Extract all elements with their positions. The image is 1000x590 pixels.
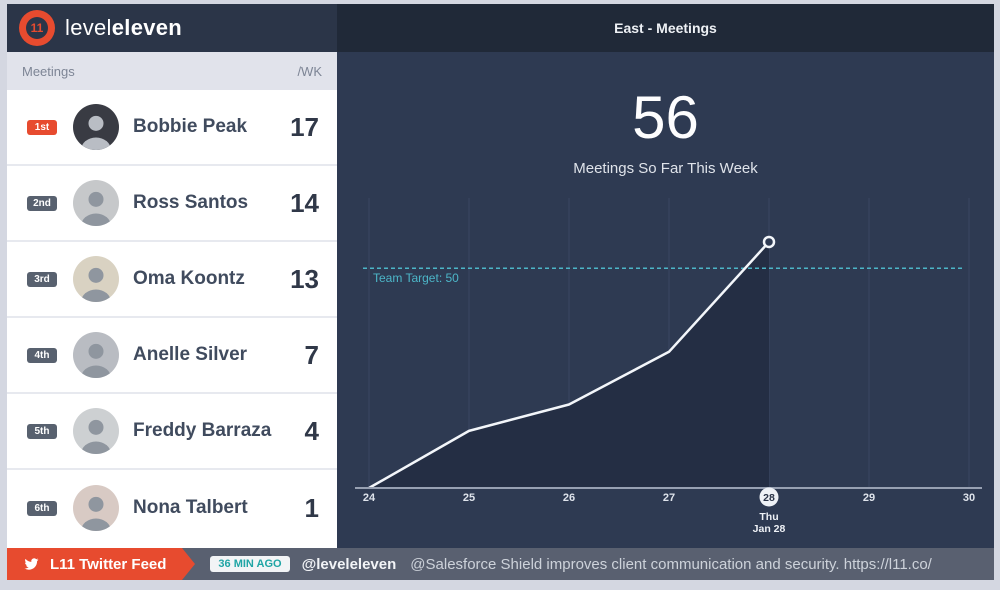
logo-badge: 11 <box>26 17 48 39</box>
big-metric-caption: Meetings So Far This Week <box>573 160 758 177</box>
team-target-label: Team Target: 50 <box>373 271 459 285</box>
tweet-time-badge: 36 MIN AGO <box>210 556 290 572</box>
leaderboard-row: 3rd Oma Koontz 13 <box>7 242 337 318</box>
big-metric-value: 56 <box>632 84 699 151</box>
chart-panel: East - Meetings 56 Meetings So Far This … <box>337 4 994 548</box>
avatar <box>73 180 119 226</box>
twitter-feed-tag: L11 Twitter Feed <box>7 548 196 580</box>
player-score: 4 <box>304 415 319 446</box>
rank-badge: 3rd <box>27 271 57 287</box>
leaderboard-row: 4th Anelle Silver 7 <box>7 318 337 394</box>
brand-word-bold: eleven <box>111 15 183 40</box>
metric-label: Meetings <box>22 63 75 79</box>
rank-badge: 1st <box>27 119 57 135</box>
avatar <box>73 332 119 378</box>
leaderboard-row: 6th Nona Talbert 1 <box>7 470 337 546</box>
player-name: Nona Talbert <box>133 497 248 518</box>
leaderboard-row: 1st Bobbie Peak 17 <box>7 90 337 166</box>
tweet-text: @Salesforce Shield improves client commu… <box>410 555 932 573</box>
chart-area-fill <box>369 241 769 488</box>
twitter-ticker: L11 Twitter Feed 36 MIN AGO @leveleleven… <box>7 548 994 580</box>
avatar <box>73 256 119 302</box>
dashboard: 11 leveleleven Meetings /WK 1st Bobbie P… <box>7 4 994 580</box>
brand-header: 11 leveleleven <box>7 4 337 52</box>
svg-text:24: 24 <box>363 492 376 504</box>
player-score: 17 <box>290 111 319 142</box>
player-name: Oma Koontz <box>133 268 245 289</box>
leaderboard-sidebar: 11 leveleleven Meetings /WK 1st Bobbie P… <box>7 4 337 548</box>
leaderboard-row: 5th Freddy Barraza 4 <box>7 394 337 470</box>
chart-series-line <box>368 235 776 490</box>
svg-text:26: 26 <box>563 492 575 504</box>
player-name: Ross Santos <box>133 192 249 213</box>
leaderboard-metric-bar: Meetings /WK <box>7 52 337 90</box>
svg-text:27: 27 <box>663 492 675 504</box>
brand-word-light: level <box>65 15 112 40</box>
player-score: 14 <box>290 187 319 218</box>
panel-title: East - Meetings <box>337 4 994 52</box>
rank-badge: 4th <box>27 347 57 363</box>
rank-badge: 2nd <box>27 195 57 211</box>
rank-badge: 5th <box>27 423 57 439</box>
rank-badge: 6th <box>27 500 57 516</box>
svg-text:Jan 28: Jan 28 <box>753 523 786 535</box>
avatar <box>73 408 119 454</box>
svg-text:Thu: Thu <box>759 511 778 523</box>
svg-text:28: 28 <box>763 492 775 504</box>
brand-wordmark: leveleleven <box>65 15 182 41</box>
player-name: Bobbie Peak <box>133 116 248 137</box>
chart-body: 56 Meetings So Far This Week Team Target… <box>337 52 994 548</box>
leaderboard-row: 2nd Ross Santos 14 <box>7 166 337 242</box>
player-score: 13 <box>290 263 319 294</box>
leveleleven-logo-icon: 11 <box>19 10 55 46</box>
avatar <box>73 104 119 150</box>
player-name: Freddy Barraza <box>133 420 272 441</box>
player-score: 7 <box>304 339 319 370</box>
unit-label: /WK <box>297 63 322 79</box>
feed-label: L11 Twitter Feed <box>50 555 167 573</box>
svg-text:30: 30 <box>963 492 975 504</box>
svg-text:25: 25 <box>463 492 475 504</box>
twitter-icon <box>24 558 39 570</box>
player-score: 1 <box>304 492 319 523</box>
player-name: Anelle Silver <box>133 344 248 365</box>
leaderboard-list: 1st Bobbie Peak 17 2nd Ross Santos 14 3r… <box>7 90 337 548</box>
svg-text:29: 29 <box>863 492 875 504</box>
avatar <box>73 485 119 531</box>
tweet-handle: @leveleleven <box>301 555 397 573</box>
